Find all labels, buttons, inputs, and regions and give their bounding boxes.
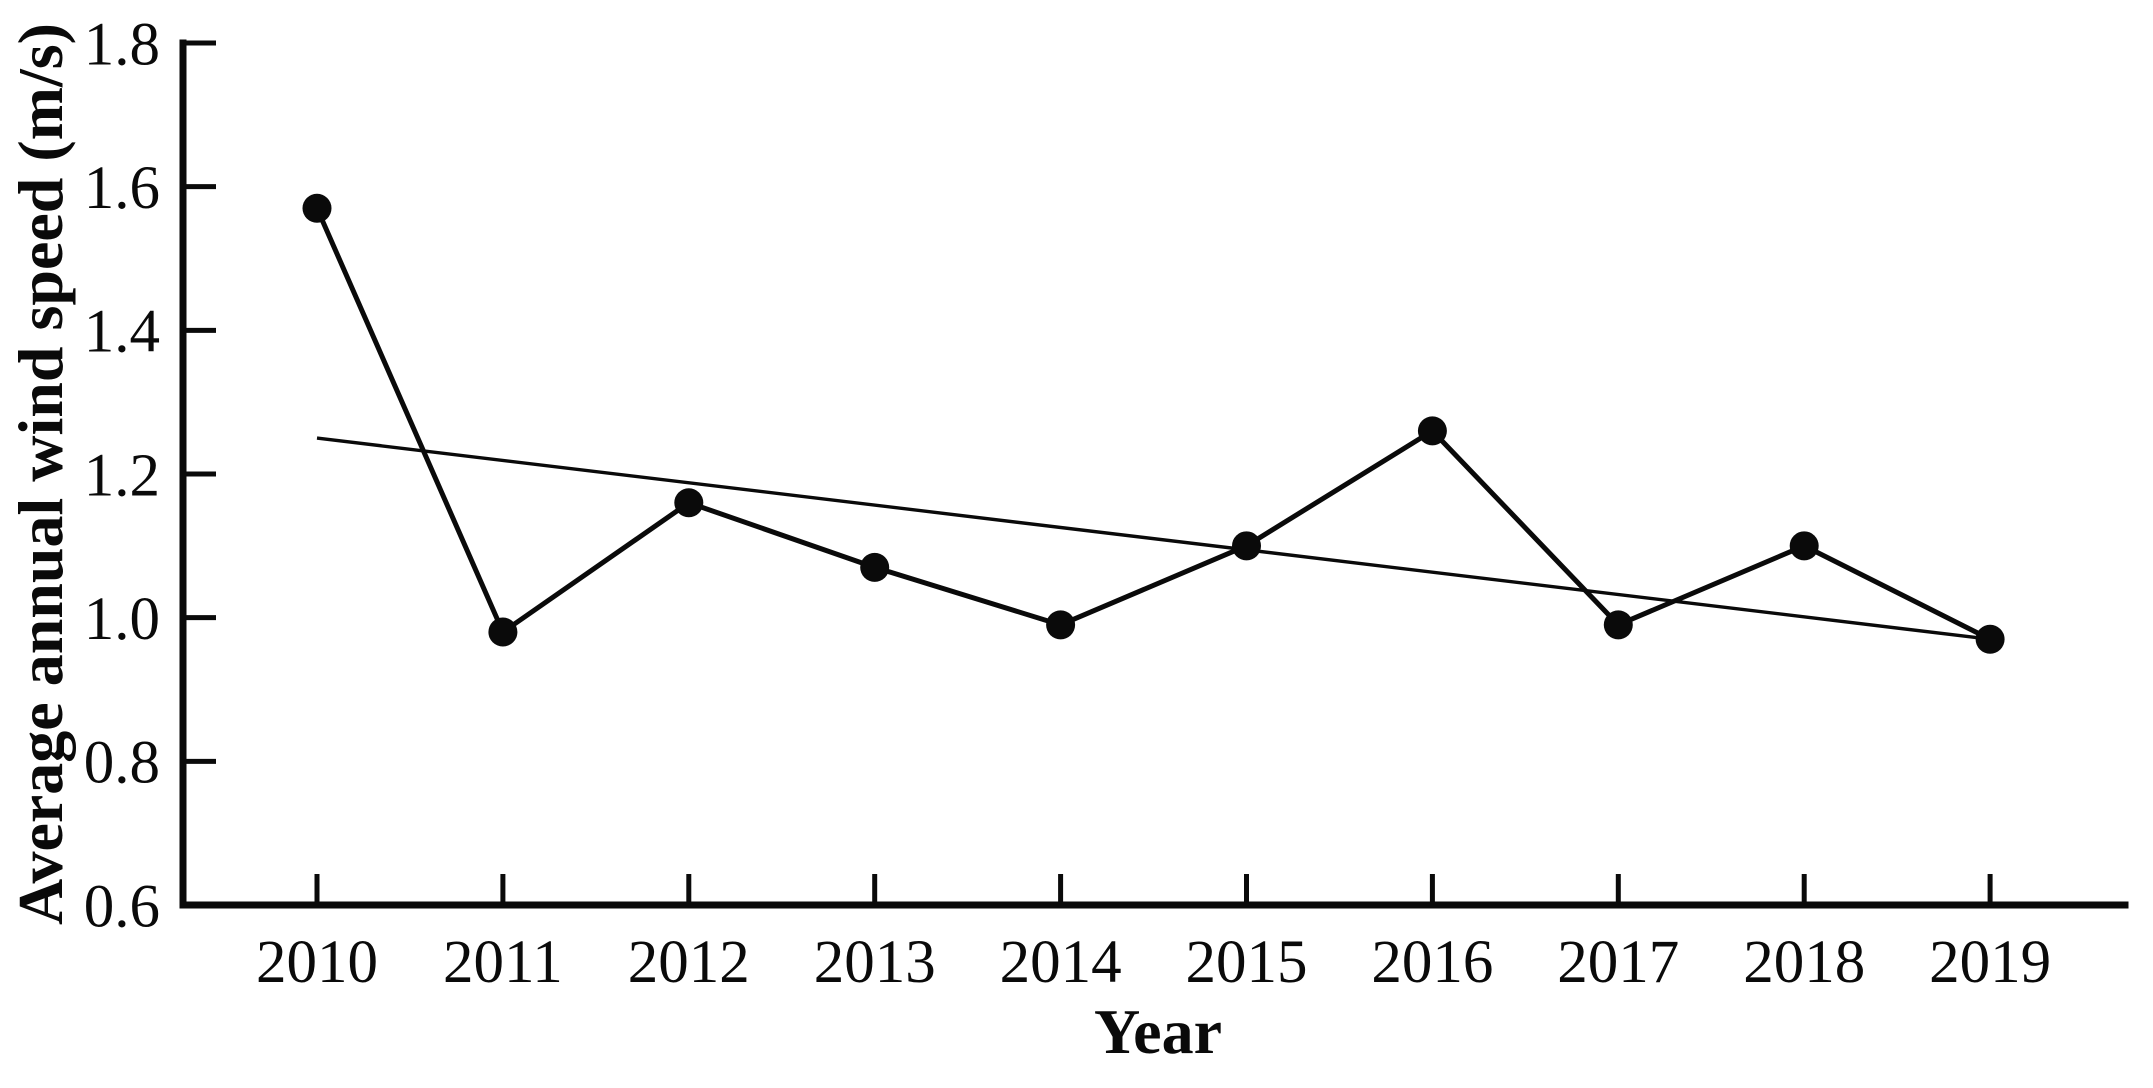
- data-line: [314, 205, 1993, 642]
- axes-group: [179, 39, 2129, 909]
- data-point-2013: [860, 552, 890, 582]
- x-tick-label: 2011: [443, 929, 563, 996]
- y-axis-ticks-group: 1.8 1.6 1.4 1.2 1.0 0.8 0.6: [84, 11, 216, 940]
- data-point-2011: [488, 617, 518, 647]
- y-tick-label: 1.6: [84, 155, 160, 222]
- y-tick-label: 1.4: [84, 299, 160, 366]
- y-tick-label: 1.0: [84, 586, 160, 653]
- x-tick-label: 2015: [1186, 929, 1308, 996]
- trend-line: [316, 436, 1991, 641]
- data-point-2016: [1417, 416, 1447, 446]
- y-tick-label: 1.8: [84, 11, 160, 78]
- y-axis-title: Average annual wind speed (m/s): [5, 23, 76, 925]
- data-series-group: [302, 193, 2005, 654]
- data-point-2018: [1789, 531, 1819, 561]
- x-tick-label: 2012: [628, 929, 750, 996]
- x-axis-ticks-group: 2010 2011 2012 2013 2014 2015 2016 2017 2018 2019: [256, 874, 2051, 996]
- x-tick-label: 2019: [1929, 929, 2051, 996]
- y-tick-label: 0.6: [84, 873, 160, 940]
- data-point-2010: [302, 193, 332, 223]
- data-point-2017: [1603, 610, 1633, 640]
- x-tick-label: 2010: [256, 929, 378, 996]
- x-tick-label: 2018: [1743, 929, 1865, 996]
- data-point-2012: [674, 488, 704, 518]
- data-point-2014: [1046, 610, 1076, 640]
- data-point-2015: [1232, 531, 1261, 561]
- x-tick-label: 2017: [1557, 929, 1679, 996]
- x-tick-label: 2013: [814, 929, 936, 996]
- data-point-2019: [1975, 624, 2005, 654]
- x-tick-label: 2014: [1000, 929, 1122, 996]
- x-axis-title: Year: [1094, 996, 1222, 1067]
- x-tick-label: 2016: [1371, 929, 1493, 996]
- y-tick-label: 0.8: [84, 730, 160, 797]
- y-tick-label: 1.2: [84, 442, 160, 509]
- trend-line-group: [316, 436, 1991, 641]
